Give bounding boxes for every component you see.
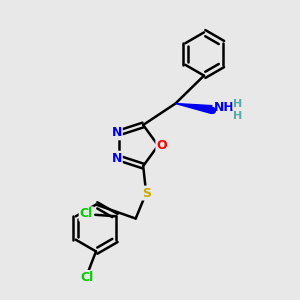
Text: H: H — [233, 111, 242, 121]
Text: Cl: Cl — [80, 271, 94, 284]
Polygon shape — [176, 103, 212, 113]
Text: N: N — [111, 152, 122, 165]
Text: N: N — [111, 126, 122, 139]
Text: Cl: Cl — [80, 207, 93, 220]
Text: O: O — [156, 139, 167, 152]
Text: S: S — [142, 187, 151, 200]
Text: H: H — [233, 99, 242, 109]
Text: NH: NH — [214, 101, 235, 114]
